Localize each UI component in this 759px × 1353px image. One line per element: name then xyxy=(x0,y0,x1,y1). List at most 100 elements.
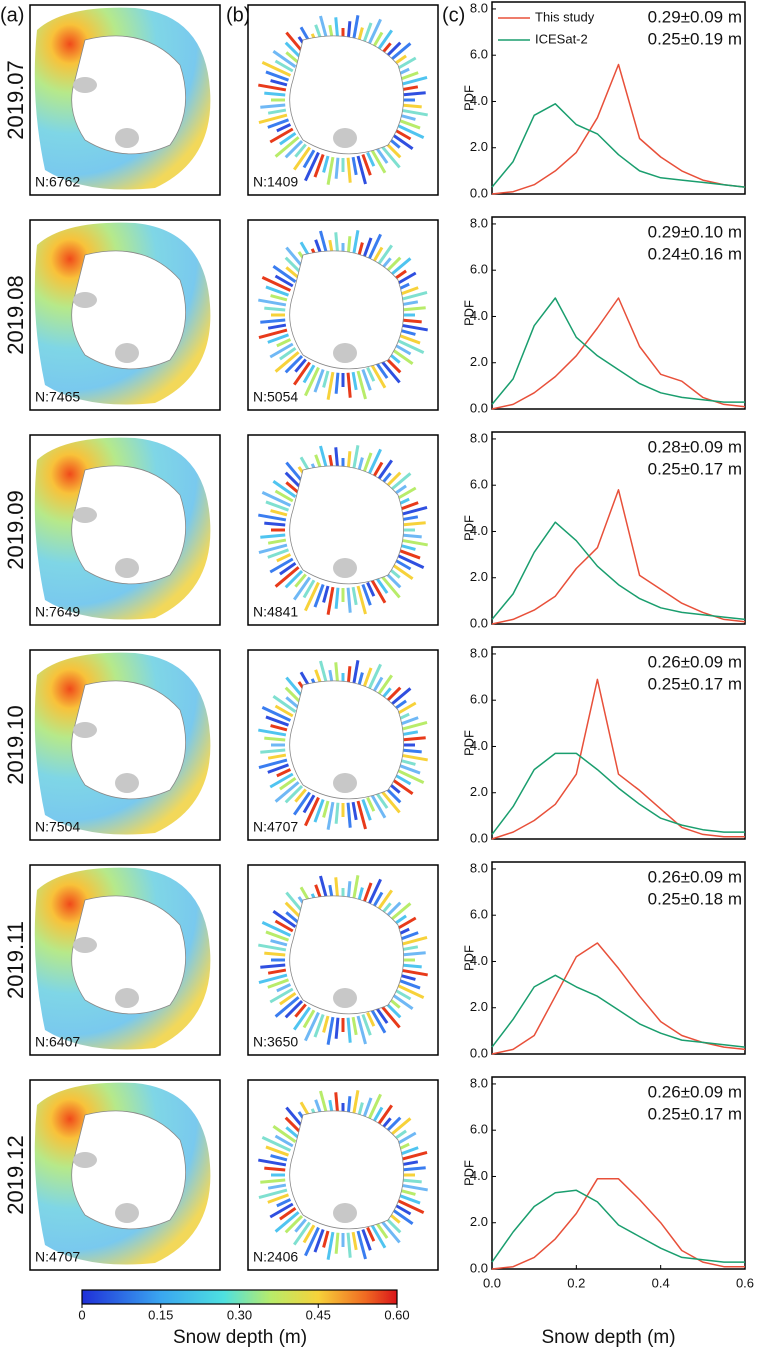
map-texture xyxy=(279,1207,297,1221)
map-texture xyxy=(361,1228,372,1251)
y-tick-label: 6.0 xyxy=(470,477,488,492)
y-axis-label: PDF xyxy=(461,515,476,541)
map-texture xyxy=(346,802,352,828)
map-texture xyxy=(293,361,311,386)
pdf-line xyxy=(491,297,745,405)
map-texture xyxy=(274,781,300,803)
map-texture xyxy=(294,358,307,373)
map-texture xyxy=(272,695,297,713)
ice-shelf xyxy=(73,77,97,93)
map-texture xyxy=(285,266,300,279)
map-texture xyxy=(334,157,340,179)
map-texture xyxy=(302,149,316,169)
map-texture xyxy=(265,930,290,942)
map-texture xyxy=(313,368,325,393)
y-axis-label: PDF xyxy=(461,945,476,971)
map-texture xyxy=(304,1226,320,1257)
map-texture xyxy=(258,973,288,984)
map-texture xyxy=(366,366,376,382)
map-texture xyxy=(346,157,352,183)
map-texture xyxy=(375,146,389,164)
map-texture xyxy=(313,1228,325,1253)
map-texture xyxy=(326,1016,335,1045)
month-label: 2019.08 xyxy=(3,275,28,355)
ice-shelf xyxy=(73,937,97,953)
stat-annotation: 0.25±0.17 m xyxy=(648,674,742,693)
map-texture xyxy=(264,521,286,527)
y-tick-label: 2.0 xyxy=(470,569,488,584)
map-texture xyxy=(264,951,286,957)
map-texture xyxy=(394,1198,425,1214)
map-texture xyxy=(326,801,335,830)
y-tick-label: 6.0 xyxy=(470,262,488,277)
pdf-line xyxy=(491,942,746,1055)
map-texture xyxy=(375,576,389,594)
map-texture xyxy=(400,1178,422,1184)
n-label: N:7465 xyxy=(35,389,80,405)
map-texture xyxy=(260,533,286,539)
map-texture xyxy=(396,763,421,775)
map-texture xyxy=(260,748,286,754)
map-texture xyxy=(400,533,422,539)
n-label: N:5054 xyxy=(253,389,298,405)
y-axis-label: PDF xyxy=(461,730,476,756)
map-texture xyxy=(258,728,287,737)
map-texture xyxy=(267,1193,290,1204)
map-texture xyxy=(351,801,358,821)
continent xyxy=(71,250,186,370)
map-texture xyxy=(356,370,367,400)
map-texture xyxy=(276,553,292,563)
stat-annotation: 0.24±0.16 m xyxy=(648,244,742,263)
y-tick-label: 8.0 xyxy=(470,645,488,660)
stat-annotation: 0.25±0.17 m xyxy=(648,459,742,478)
map-texture xyxy=(265,715,290,727)
map-texture xyxy=(284,569,304,589)
map-texture xyxy=(398,291,428,302)
map-texture xyxy=(394,553,425,569)
map-texture xyxy=(346,372,352,398)
map-texture xyxy=(264,1166,286,1172)
map-texture xyxy=(270,509,288,517)
map-texture xyxy=(400,91,426,97)
map-texture xyxy=(276,123,292,133)
continent xyxy=(289,465,404,585)
map-texture xyxy=(258,543,288,554)
map-texture xyxy=(269,127,294,144)
map-texture xyxy=(356,155,367,185)
map-texture xyxy=(267,1183,287,1190)
map-texture xyxy=(294,1218,307,1233)
map-texture xyxy=(260,1178,286,1184)
ice-shelf xyxy=(333,773,357,793)
map-texture xyxy=(285,1126,300,1139)
y-tick-label: 8.0 xyxy=(470,860,488,875)
map-texture xyxy=(400,318,422,324)
map-texture xyxy=(294,788,307,803)
map-texture xyxy=(304,581,320,612)
ice-shelf xyxy=(333,988,357,1008)
map-texture xyxy=(334,802,340,824)
map-texture xyxy=(269,772,294,789)
ice-shelf xyxy=(333,343,357,363)
map-texture xyxy=(351,371,358,391)
map-texture xyxy=(379,573,401,599)
map-texture xyxy=(351,156,358,176)
map-texture xyxy=(375,791,389,809)
map-texture xyxy=(356,585,367,615)
map-texture xyxy=(269,342,294,359)
y-tick-label: 8.0 xyxy=(470,1075,488,1090)
map-texture xyxy=(293,146,311,171)
map-texture xyxy=(396,978,421,990)
y-tick-label: 4.0 xyxy=(470,1168,488,1183)
map-texture xyxy=(326,1231,335,1260)
ice-shelf xyxy=(115,773,139,793)
map-texture xyxy=(379,1218,401,1244)
stat-annotation: 0.29±0.09 m xyxy=(648,7,742,26)
plot-frame xyxy=(491,1,746,195)
ice-shelf xyxy=(115,128,139,148)
map-texture xyxy=(398,936,428,947)
pdf-line xyxy=(491,63,746,195)
n-label: N:6407 xyxy=(35,1034,80,1050)
y-tick-label: 2.0 xyxy=(470,354,488,369)
map-texture xyxy=(322,585,330,603)
x-tick-label: 0.0 xyxy=(483,1275,501,1290)
